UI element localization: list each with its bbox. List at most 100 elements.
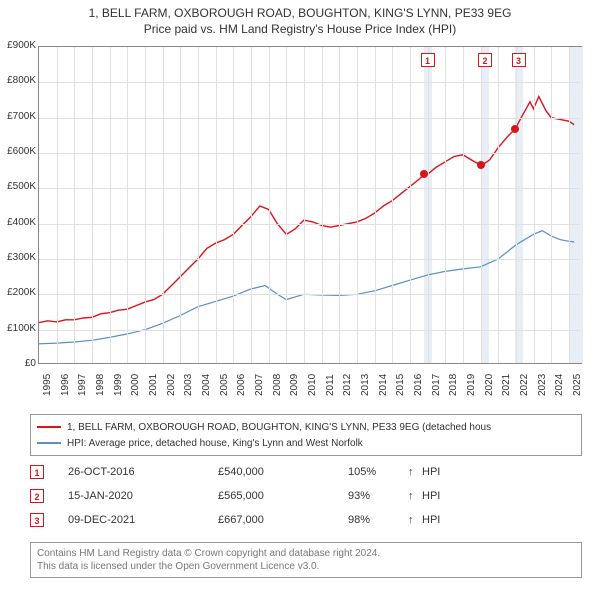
sale-marker-flag: 1	[421, 53, 435, 67]
y-tick-label: £300K	[0, 252, 36, 263]
legend-swatch-property	[37, 426, 61, 428]
sale-marker-flag: 2	[478, 53, 492, 67]
sale-price: £540,000	[218, 466, 348, 478]
arrow-up-icon: ↑	[408, 514, 422, 526]
sale-pct-vs-hpi: 93%	[348, 490, 408, 502]
gridline-vertical	[481, 47, 482, 363]
arrow-up-icon: ↑	[408, 490, 422, 502]
x-tick-label: 2002	[166, 374, 177, 396]
y-tick-label: £0	[0, 358, 36, 369]
gridline-vertical	[463, 47, 464, 363]
sale-hpi-label: HPI	[422, 466, 440, 478]
chart-title-block: 1, BELL FARM, OXBOROUGH ROAD, BOUGHTON, …	[0, 0, 600, 38]
gridline-vertical	[127, 47, 128, 363]
gridline-horizontal	[39, 82, 581, 83]
sale-pct-vs-hpi: 98%	[348, 514, 408, 526]
legend-label: HPI: Average price, detached house, King…	[67, 438, 363, 449]
sale-date: 15-JAN-2020	[68, 490, 218, 502]
gridline-vertical	[534, 47, 535, 363]
gridline-vertical	[445, 47, 446, 363]
gridline-vertical	[92, 47, 93, 363]
gridline-vertical	[145, 47, 146, 363]
x-tick-label: 2016	[413, 374, 424, 396]
y-tick-label: £900K	[0, 40, 36, 51]
series-line-property	[39, 97, 574, 323]
gridline-vertical	[516, 47, 517, 363]
gridline-vertical	[428, 47, 429, 363]
x-tick-label: 2008	[272, 374, 283, 396]
x-tick-label: 2001	[148, 374, 159, 396]
x-tick-label: 2025	[572, 374, 583, 396]
gridline-vertical	[286, 47, 287, 363]
sale-marker-dot	[477, 161, 485, 169]
gridline-vertical	[498, 47, 499, 363]
gridline-vertical	[180, 47, 181, 363]
x-tick-label: 2010	[307, 374, 318, 396]
y-tick-label: £600K	[0, 146, 36, 157]
gridline-vertical	[322, 47, 323, 363]
gridline-vertical	[375, 47, 376, 363]
x-tick-label: 2017	[431, 374, 442, 396]
gridline-vertical	[339, 47, 340, 363]
x-tick-label: 2021	[501, 374, 512, 396]
sale-row: 309-DEC-2021£667,00098%↑HPI	[30, 508, 582, 532]
y-tick-label: £100K	[0, 323, 36, 334]
x-tick-label: 1995	[42, 374, 53, 396]
legend-swatch-hpi	[37, 442, 61, 444]
gridline-vertical	[216, 47, 217, 363]
gridline-vertical	[233, 47, 234, 363]
gridline-vertical	[304, 47, 305, 363]
legend-row: 1, BELL FARM, OXBOROUGH ROAD, BOUGHTON, …	[37, 419, 575, 435]
sale-row: 215-JAN-2020£565,00093%↑HPI	[30, 484, 582, 508]
sale-marker-dot	[511, 125, 519, 133]
gridline-vertical	[251, 47, 252, 363]
y-tick-label: £500K	[0, 181, 36, 192]
chart-title-line2: Price paid vs. HM Land Registry's House …	[10, 22, 590, 36]
x-tick-label: 1999	[113, 374, 124, 396]
x-tick-label: 2009	[289, 374, 300, 396]
gridline-vertical	[57, 47, 58, 363]
legend-label: 1, BELL FARM, OXBOROUGH ROAD, BOUGHTON, …	[67, 422, 491, 433]
gridline-vertical	[198, 47, 199, 363]
sale-row: 126-OCT-2016£540,000105%↑HPI	[30, 460, 582, 484]
gridline-horizontal	[39, 188, 581, 189]
gridline-vertical	[392, 47, 393, 363]
arrow-up-icon: ↑	[408, 466, 422, 478]
gridline-vertical	[410, 47, 411, 363]
gridline-horizontal	[39, 294, 581, 295]
gridline-horizontal	[39, 118, 581, 119]
x-tick-label: 1996	[60, 374, 71, 396]
x-tick-label: 2004	[201, 374, 212, 396]
chart-legend: 1, BELL FARM, OXBOROUGH ROAD, BOUGHTON, …	[30, 414, 582, 456]
chart-plot-area: 1 2 3	[38, 46, 582, 364]
legend-row: HPI: Average price, detached house, King…	[37, 435, 575, 451]
y-tick-label: £200K	[0, 287, 36, 298]
x-tick-label: 2007	[254, 374, 265, 396]
x-tick-label: 1997	[77, 374, 88, 396]
y-tick-label: £700K	[0, 111, 36, 122]
sale-marker-flag: 3	[512, 53, 526, 67]
gridline-horizontal	[39, 330, 581, 331]
sale-price: £565,000	[218, 490, 348, 502]
chart-title-line1: 1, BELL FARM, OXBOROUGH ROAD, BOUGHTON, …	[10, 6, 590, 20]
gridline-vertical	[163, 47, 164, 363]
y-tick-label: £400K	[0, 217, 36, 228]
x-tick-label: 2015	[395, 374, 406, 396]
x-tick-label: 2024	[554, 374, 565, 396]
x-tick-label: 2011	[325, 374, 336, 396]
x-tick-label: 2013	[360, 374, 371, 396]
series-line-hpi	[39, 231, 574, 344]
gridline-vertical	[357, 47, 358, 363]
x-tick-label: 2006	[236, 374, 247, 396]
x-tick-label: 2018	[448, 374, 459, 396]
sale-pct-vs-hpi: 105%	[348, 466, 408, 478]
gridline-horizontal	[39, 224, 581, 225]
gridline-vertical	[74, 47, 75, 363]
attribution-footer: Contains HM Land Registry data © Crown c…	[30, 542, 582, 578]
x-tick-label: 2000	[130, 374, 141, 396]
sales-table: 126-OCT-2016£540,000105%↑HPI 2 15-JAN-2020…	[30, 460, 582, 532]
sale-number-badge: 2	[30, 489, 44, 503]
y-tick-label: £800K	[0, 75, 36, 86]
sale-price: £667,000	[218, 514, 348, 526]
x-tick-label: 2020	[484, 374, 495, 396]
